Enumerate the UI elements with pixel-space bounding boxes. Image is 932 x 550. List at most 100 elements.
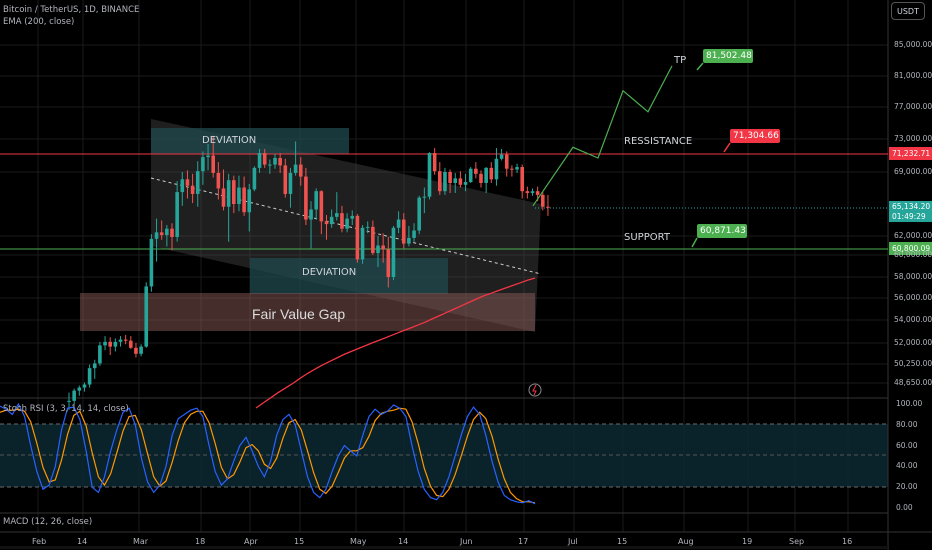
candle-body[interactable] — [345, 218, 349, 229]
candle-body[interactable] — [159, 232, 164, 236]
candle-body[interactable] — [262, 153, 267, 165]
candlestick-series[interactable] — [67, 135, 550, 410]
candle-body[interactable] — [293, 164, 298, 173]
candle-body[interactable] — [396, 219, 401, 228]
candle-body[interactable] — [190, 185, 195, 194]
tp-price-callout[interactable] — [703, 49, 753, 63]
candle-body[interactable] — [319, 191, 324, 222]
candle-body[interactable] — [149, 238, 154, 287]
candle-body[interactable] — [335, 213, 339, 217]
ema-indicator-label[interactable]: EMA (200, close) — [3, 17, 75, 27]
stoch-rsi-title[interactable]: Stoch RSI (3, 3, 14, 14, close) — [3, 404, 129, 414]
support-price-callout[interactable] — [697, 224, 747, 238]
candle-body[interactable] — [412, 230, 416, 238]
candle-body[interactable] — [546, 206, 550, 208]
candle-body[interactable] — [226, 180, 231, 207]
candle-body[interactable] — [350, 215, 355, 219]
alert-icon[interactable] — [528, 383, 542, 397]
candle-body[interactable] — [515, 167, 519, 170]
candle-body[interactable] — [144, 286, 149, 347]
candle-body[interactable] — [98, 345, 102, 364]
candle-body[interactable] — [283, 165, 288, 194]
fair-value-gap-box[interactable] — [80, 293, 535, 331]
deviation-box-bottom[interactable] — [250, 258, 448, 294]
candle-body[interactable] — [67, 400, 71, 402]
candle-body[interactable] — [474, 168, 478, 174]
projection-path[interactable] — [532, 65, 673, 207]
candle-body[interactable] — [386, 249, 391, 277]
candle-body[interactable] — [489, 167, 494, 180]
candle-body[interactable] — [304, 176, 308, 220]
candle-body[interactable] — [232, 180, 236, 204]
candle-body[interactable] — [479, 173, 483, 183]
candle-body[interactable] — [324, 221, 329, 225]
candle-body[interactable] — [180, 179, 185, 193]
candle-body[interactable] — [530, 191, 535, 194]
candle-body[interactable] — [288, 172, 293, 194]
candle-body[interactable] — [432, 153, 437, 172]
candle-body[interactable] — [391, 227, 396, 277]
candle-body[interactable] — [82, 384, 87, 388]
candle-body[interactable] — [443, 172, 447, 192]
candle-body[interactable] — [134, 347, 138, 354]
macd-title[interactable]: MACD (12, 26, close) — [3, 517, 93, 527]
candle-body[interactable] — [458, 178, 463, 185]
candle-body[interactable] — [154, 232, 159, 239]
candle-body[interactable] — [494, 158, 499, 180]
candle-body[interactable] — [221, 188, 226, 207]
time-scrollbar[interactable] — [0, 546, 888, 549]
candle-body[interactable] — [355, 215, 360, 260]
candle-body[interactable] — [468, 168, 473, 183]
candle-body[interactable] — [448, 172, 452, 183]
candle-body[interactable] — [170, 228, 174, 237]
candle-body[interactable] — [525, 191, 530, 194]
candle-body[interactable] — [381, 245, 385, 250]
candle-body[interactable] — [103, 341, 107, 346]
candle-body[interactable] — [484, 167, 488, 183]
candle-body[interactable] — [273, 157, 277, 165]
candle-body[interactable] — [118, 339, 123, 342]
candle-body[interactable] — [309, 209, 313, 220]
candle-body[interactable] — [541, 194, 545, 207]
deviation-box-top[interactable] — [151, 128, 349, 154]
candle-body[interactable] — [72, 390, 76, 401]
candle-body[interactable] — [360, 227, 365, 260]
candle-body[interactable] — [108, 341, 112, 347]
candle-body[interactable] — [314, 191, 318, 210]
candle-body[interactable] — [206, 155, 210, 158]
currency-button[interactable]: USDT — [891, 2, 925, 20]
resistance-price-callout[interactable] — [730, 129, 780, 143]
candle-body[interactable] — [340, 213, 344, 229]
candle-body[interactable] — [499, 154, 504, 159]
candle-body[interactable] — [427, 153, 432, 197]
candle-body[interactable] — [87, 368, 92, 385]
candle-body[interactable] — [123, 339, 128, 341]
candle-body[interactable] — [329, 216, 334, 225]
candle-body[interactable] — [453, 178, 458, 183]
candle-body[interactable] — [376, 245, 380, 254]
candle-body[interactable] — [113, 341, 118, 347]
candle-body[interactable] — [92, 363, 97, 369]
candle-body[interactable] — [371, 226, 375, 254]
candle-body[interactable] — [247, 189, 252, 213]
candle-body[interactable] — [139, 346, 143, 354]
candle-body[interactable] — [201, 157, 205, 172]
candle-body[interactable] — [175, 192, 179, 237]
candle-body[interactable] — [216, 172, 221, 189]
symbol-title[interactable]: Bitcoin / TetherUS, 1D, BINANCE — [3, 5, 140, 15]
candle-body[interactable] — [211, 155, 215, 173]
candle-body[interactable] — [278, 157, 282, 166]
candle-body[interactable] — [257, 153, 262, 168]
candle-body[interactable] — [195, 171, 200, 194]
candle-body[interactable] — [77, 387, 82, 391]
candle-body[interactable] — [417, 197, 421, 231]
candle-body[interactable] — [237, 187, 241, 204]
candle-body[interactable] — [401, 219, 406, 244]
candle-body[interactable] — [504, 154, 509, 169]
candle-body[interactable] — [407, 237, 411, 244]
ema-200-line[interactable] — [255, 277, 536, 409]
candle-body[interactable] — [535, 191, 540, 195]
candle-body[interactable] — [268, 164, 272, 166]
candle-body[interactable] — [438, 171, 442, 192]
